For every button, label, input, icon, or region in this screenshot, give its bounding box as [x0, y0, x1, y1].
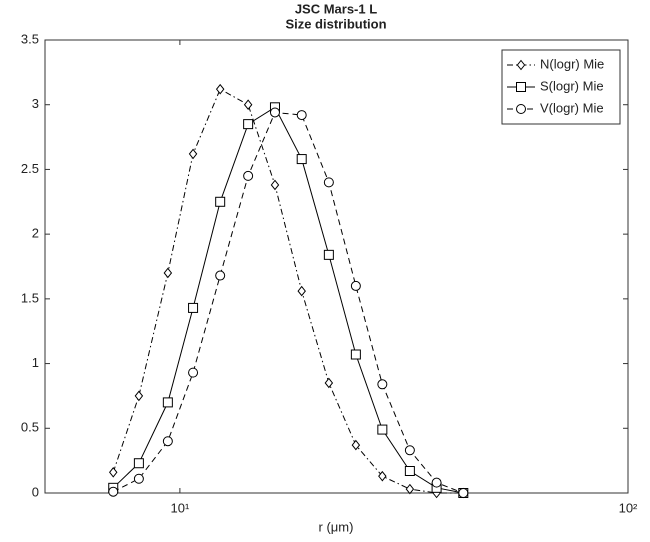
data-point	[108, 486, 119, 497]
y-tick-label: 1	[32, 355, 39, 370]
data-point	[323, 177, 334, 188]
data-point	[133, 473, 144, 484]
data-point	[458, 488, 469, 498]
x-axis-label: r (μm)	[319, 519, 354, 534]
series-line	[113, 111, 464, 494]
data-point	[162, 436, 173, 447]
data-point	[188, 367, 199, 378]
data-point	[377, 424, 388, 435]
data-point	[297, 285, 306, 297]
chart-subtitle: Size distribution	[285, 16, 386, 31]
data-point	[188, 148, 198, 160]
y-tick-label: 0	[32, 484, 39, 499]
series-line	[112, 88, 464, 494]
y-tick-label: 3.5	[21, 31, 39, 46]
data-point	[377, 379, 388, 390]
data-point	[405, 483, 415, 495]
data-point	[296, 154, 307, 165]
data-point	[188, 302, 199, 313]
data-point	[134, 390, 144, 402]
data-point	[351, 439, 361, 451]
data-point	[243, 119, 254, 130]
data-point	[163, 267, 173, 279]
data-point	[323, 249, 334, 260]
y-tick-label: 1.5	[21, 290, 39, 305]
data-point	[243, 99, 253, 111]
data-point	[404, 445, 415, 456]
plot-frame	[44, 39, 629, 494]
data-point	[215, 196, 226, 207]
data-point	[350, 349, 361, 360]
y-tick-label: 0.5	[21, 420, 39, 435]
data-point	[431, 477, 442, 488]
legend-marker	[516, 59, 526, 71]
x-tick-label: 10²	[619, 500, 638, 515]
legend-label: S(logr) Mie	[540, 78, 604, 93]
data-point	[378, 470, 387, 482]
data-point	[269, 107, 280, 118]
y-tick-label: 2	[32, 226, 39, 241]
legend-label: N(logr) Mie	[540, 56, 604, 71]
legend-marker	[516, 104, 526, 114]
data-point	[350, 280, 361, 291]
data-point	[109, 466, 118, 478]
data-point	[215, 83, 225, 95]
data-point	[404, 465, 415, 476]
data-point	[296, 110, 307, 121]
legend-marker	[516, 82, 526, 92]
data-point	[324, 377, 334, 389]
legend-label: V(logr) Mie	[540, 100, 604, 115]
x-tick-label: 10¹	[170, 500, 189, 515]
data-point	[133, 458, 144, 469]
chart-title: JSC Mars-1 L	[295, 1, 377, 16]
y-tick-label: 2.5	[21, 161, 39, 176]
series-line	[112, 106, 464, 494]
data-point	[243, 170, 254, 181]
data-point	[270, 179, 280, 191]
data-point	[215, 270, 226, 281]
y-tick-label: 3	[32, 96, 39, 111]
data-point	[162, 397, 173, 408]
